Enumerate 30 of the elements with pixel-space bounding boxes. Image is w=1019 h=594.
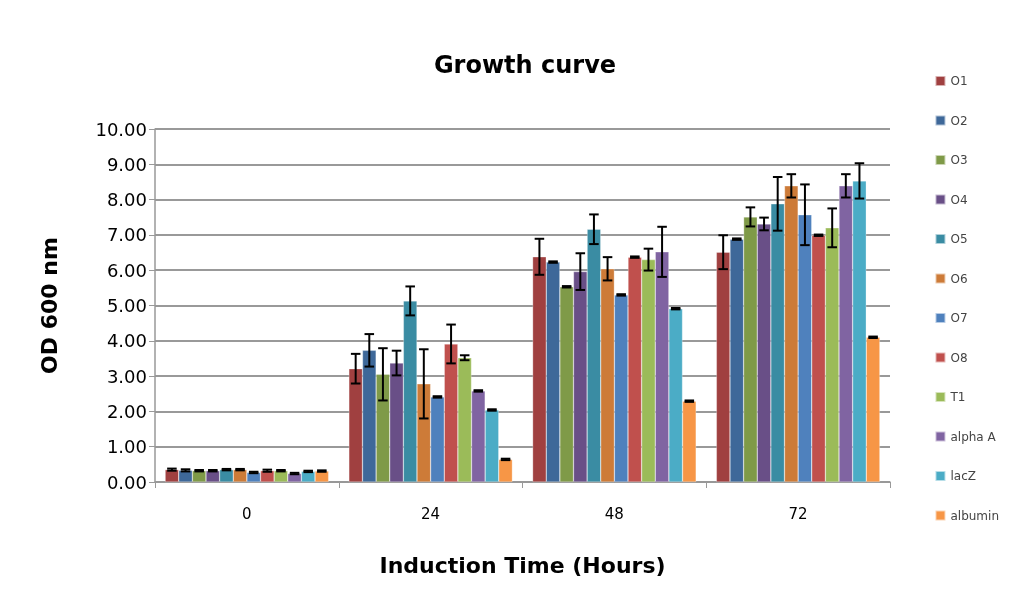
y-tick-label: 0.00 [106, 471, 147, 493]
legend-label: O5 [950, 232, 968, 246]
legend-label: O3 [950, 153, 968, 167]
x-tick-label: 0 [242, 504, 252, 523]
legend-label: T1 [949, 390, 966, 404]
y-tick-label: 7.00 [106, 224, 147, 246]
x-axis-title: Induction Time (Hours) [379, 552, 666, 578]
y-tick-label: 2.00 [106, 400, 147, 422]
y-axis-title: OD 600 nm [36, 237, 62, 374]
y-tick-label: 9.00 [106, 153, 147, 175]
legend-label: O6 [950, 271, 968, 286]
y-tick-label: 10.00 [95, 118, 147, 140]
y-tick-label: 5.00 [106, 295, 147, 316]
y-tick-label: 6.00 [106, 259, 147, 281]
y-tick-label: 4.00 [106, 330, 147, 352]
legend-label: O4 [950, 192, 968, 207]
legend-label: O1 [950, 74, 968, 88]
legend-label: alpha A [950, 429, 997, 444]
chart-title: Growth curve [433, 51, 617, 79]
legend-label: O2 [950, 113, 968, 128]
y-tick-label: 1.00 [106, 436, 147, 458]
y-tick-label: 3.00 [106, 365, 147, 387]
x-tick-label: 72 [788, 504, 808, 523]
x-tick-label: 24 [421, 504, 441, 523]
legend-label: O8 [950, 350, 968, 365]
y-tick-label: 8.00 [106, 189, 147, 211]
x-tick-label: 48 [604, 504, 624, 523]
legend-label: O7 [950, 311, 968, 325]
legend-label: albumin [950, 508, 1000, 523]
legend-label: lacZ [950, 469, 976, 483]
